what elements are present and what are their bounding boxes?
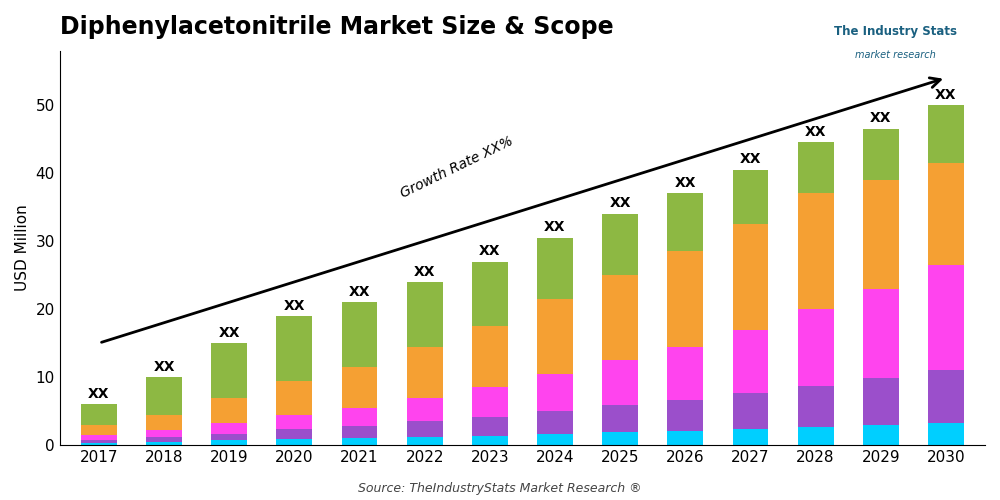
Bar — [928, 370, 964, 422]
Text: XX: XX — [805, 125, 826, 139]
Bar — [146, 437, 182, 442]
Bar — [81, 443, 117, 445]
Bar — [863, 378, 899, 424]
Bar — [798, 427, 834, 445]
Text: XX: XX — [740, 152, 761, 166]
Bar — [472, 262, 508, 326]
Bar — [667, 431, 703, 445]
Bar — [537, 434, 573, 445]
Bar — [276, 380, 312, 414]
Bar — [537, 411, 573, 434]
Bar — [276, 430, 312, 439]
Bar — [472, 388, 508, 416]
Text: XX: XX — [675, 176, 696, 190]
Bar — [211, 343, 247, 398]
Bar — [211, 398, 247, 423]
Bar — [342, 367, 377, 408]
Text: XX: XX — [349, 285, 370, 299]
Text: XX: XX — [218, 326, 240, 340]
Bar — [733, 330, 768, 393]
Bar — [928, 163, 964, 265]
Text: XX: XX — [609, 196, 631, 210]
Bar — [407, 422, 443, 437]
Bar — [602, 275, 638, 360]
Bar — [863, 424, 899, 445]
Bar — [81, 440, 117, 443]
Text: XX: XX — [153, 360, 175, 374]
Text: market research: market research — [855, 50, 935, 60]
Bar — [798, 309, 834, 386]
Bar — [667, 346, 703, 400]
Y-axis label: USD Million: USD Million — [15, 204, 30, 292]
Bar — [537, 238, 573, 299]
Text: XX: XX — [479, 244, 501, 258]
Bar — [472, 416, 508, 436]
Text: Growth Rate XX%: Growth Rate XX% — [399, 134, 516, 200]
Bar — [602, 360, 638, 405]
Bar — [342, 438, 377, 445]
Bar — [537, 299, 573, 374]
Bar — [81, 404, 117, 424]
Bar — [407, 437, 443, 445]
Bar — [602, 214, 638, 275]
Bar — [146, 442, 182, 445]
Bar — [667, 252, 703, 346]
Text: XX: XX — [544, 220, 566, 234]
Text: Source: TheIndustryStats Market Research ®: Source: TheIndustryStats Market Research… — [358, 482, 642, 495]
Bar — [667, 194, 703, 252]
Bar — [928, 422, 964, 445]
Bar — [407, 346, 443, 398]
Text: XX: XX — [870, 112, 892, 126]
Bar — [407, 398, 443, 421]
Bar — [342, 426, 377, 438]
Bar — [81, 424, 117, 435]
Bar — [928, 105, 964, 163]
Bar — [407, 282, 443, 346]
Bar — [798, 194, 834, 309]
Bar — [342, 302, 377, 367]
Bar — [733, 393, 768, 429]
Bar — [211, 434, 247, 440]
Text: Diphenylacetonitrile Market Size & Scope: Diphenylacetonitrile Market Size & Scope — [60, 15, 613, 39]
Bar — [928, 265, 964, 370]
Bar — [798, 142, 834, 194]
Bar — [276, 414, 312, 430]
Text: XX: XX — [88, 387, 110, 401]
Bar — [276, 439, 312, 445]
Bar — [276, 316, 312, 380]
Text: XX: XX — [935, 88, 957, 102]
Bar — [146, 377, 182, 414]
Bar — [472, 326, 508, 388]
Bar — [342, 408, 377, 426]
Bar — [863, 180, 899, 288]
Text: The Industry Stats: The Industry Stats — [834, 25, 956, 38]
Text: XX: XX — [284, 298, 305, 312]
Bar — [863, 288, 899, 378]
Bar — [602, 432, 638, 445]
Bar — [146, 414, 182, 430]
Bar — [667, 400, 703, 431]
Bar — [733, 224, 768, 330]
Bar — [146, 430, 182, 437]
Bar — [472, 436, 508, 445]
Bar — [537, 374, 573, 411]
Bar — [81, 435, 117, 440]
Bar — [863, 129, 899, 180]
Bar — [733, 429, 768, 445]
Text: XX: XX — [414, 264, 435, 278]
Bar — [211, 440, 247, 445]
Bar — [602, 405, 638, 432]
Bar — [733, 170, 768, 224]
Bar — [211, 424, 247, 434]
Bar — [798, 386, 834, 427]
